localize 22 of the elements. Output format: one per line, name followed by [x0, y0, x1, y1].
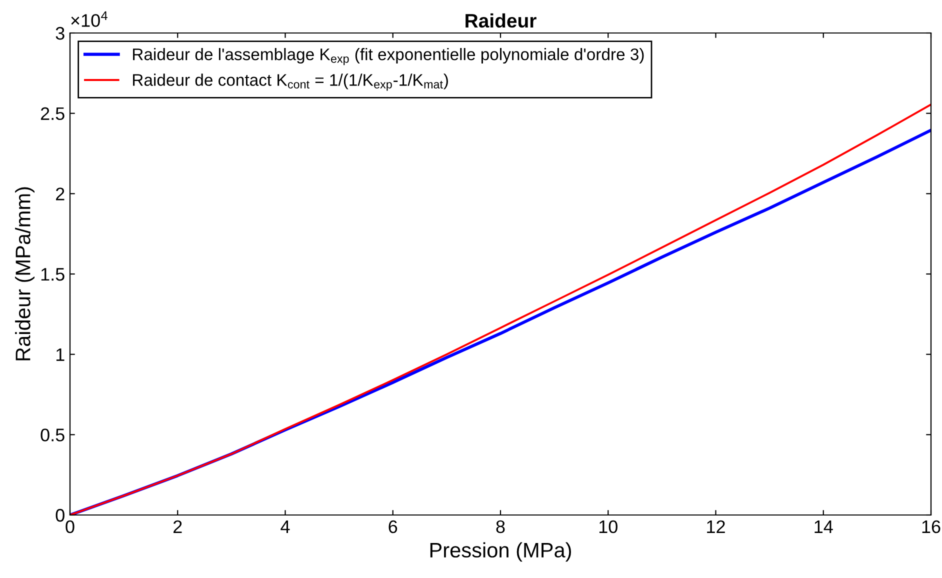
x-tick-label: 0 [66, 520, 74, 534]
y-tick-label: 0.5 [40, 428, 64, 442]
y-tick-label: 0 [56, 508, 64, 522]
legend-label: Raideur de contact K$_{cont}$ = 1/(1/K$_{exp}$-1/K$_{mat}$) [133, 74, 448, 91]
y-axis-title: Raideur (MPa/mm) [15, 187, 34, 360]
x-tick-label: 2 [174, 520, 182, 533]
x-tick-label: 6 [388, 520, 398, 534]
y-tick-label: 2 [56, 188, 64, 200]
legend-label: Raideur de l'assemblage K$_{exp}$ (fit exponentielle polynomiale d'ordre 3) [133, 48, 644, 66]
x-tick-label: 12 [707, 520, 725, 533]
y-tick-label: 1 [56, 348, 64, 361]
x-tick-label: 8 [496, 520, 505, 534]
x-tick-label: 4 [280, 520, 290, 533]
x-tick-label: 10 [599, 520, 618, 534]
x-axis-title: Pression (MPa) [430, 542, 571, 562]
y-tick-label: 3 [56, 26, 64, 40]
chart-title: Raideur [466, 13, 536, 28]
y-tick-label: 2.5 [40, 107, 64, 120]
y-tick-label: 1.5 [41, 268, 64, 281]
x-tick-label: 14 [814, 520, 833, 533]
text: ×10$^{4}$ [71, 11, 108, 27]
x-tick-label: 16 [922, 520, 940, 534]
